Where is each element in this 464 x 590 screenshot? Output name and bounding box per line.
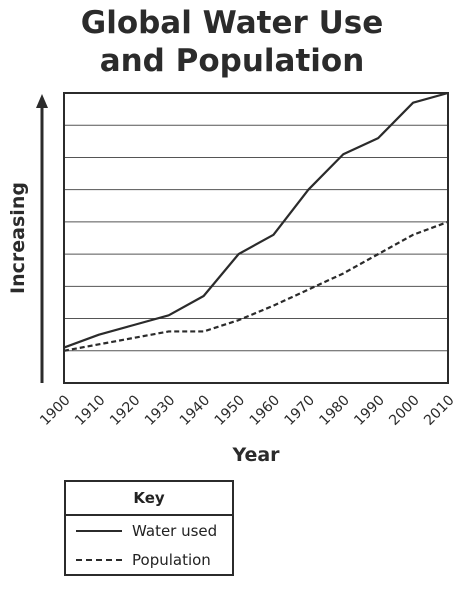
x-tick-label: 1960	[247, 392, 284, 429]
plot-frame	[63, 92, 449, 384]
dashed-line-swatch	[76, 558, 122, 561]
x-tick-label: 1970	[282, 392, 319, 429]
legend-title: Key	[66, 482, 232, 516]
solid-line-swatch	[76, 529, 122, 532]
y-axis-arrowhead	[36, 94, 48, 108]
chart-title-line-2: and Population	[99, 43, 365, 79]
x-tick-label: 1950	[212, 392, 249, 429]
chart-title: Global Water Use and Population	[0, 4, 464, 80]
x-tick-label: 2000	[386, 392, 423, 429]
legend: Key Water used Population	[64, 480, 234, 576]
series-line-water-used	[63, 91, 449, 349]
x-tick-label: 1920	[107, 392, 144, 429]
x-tick-label: 1990	[351, 392, 388, 429]
series-line-population	[63, 220, 449, 352]
x-tick-label: 1930	[142, 392, 179, 429]
legend-label-population: Population	[132, 550, 211, 569]
x-tick-label: 1940	[177, 392, 214, 429]
x-axis-label: Year	[231, 444, 280, 466]
line-chart: 1900191019201930194019501960197019801990…	[7, 91, 458, 466]
legend-item-water-used: Water used	[66, 516, 232, 545]
chart-title-line-1: Global Water Use	[80, 5, 384, 41]
legend-item-population: Population	[66, 545, 232, 574]
x-tick-label: 1900	[37, 392, 74, 429]
y-axis-label: Increasing	[7, 182, 29, 294]
x-tick-label: 1910	[72, 392, 109, 429]
legend-label-water-used: Water used	[132, 521, 218, 540]
x-tick-label: 2010	[421, 392, 458, 429]
x-tick-label: 1980	[316, 392, 353, 429]
